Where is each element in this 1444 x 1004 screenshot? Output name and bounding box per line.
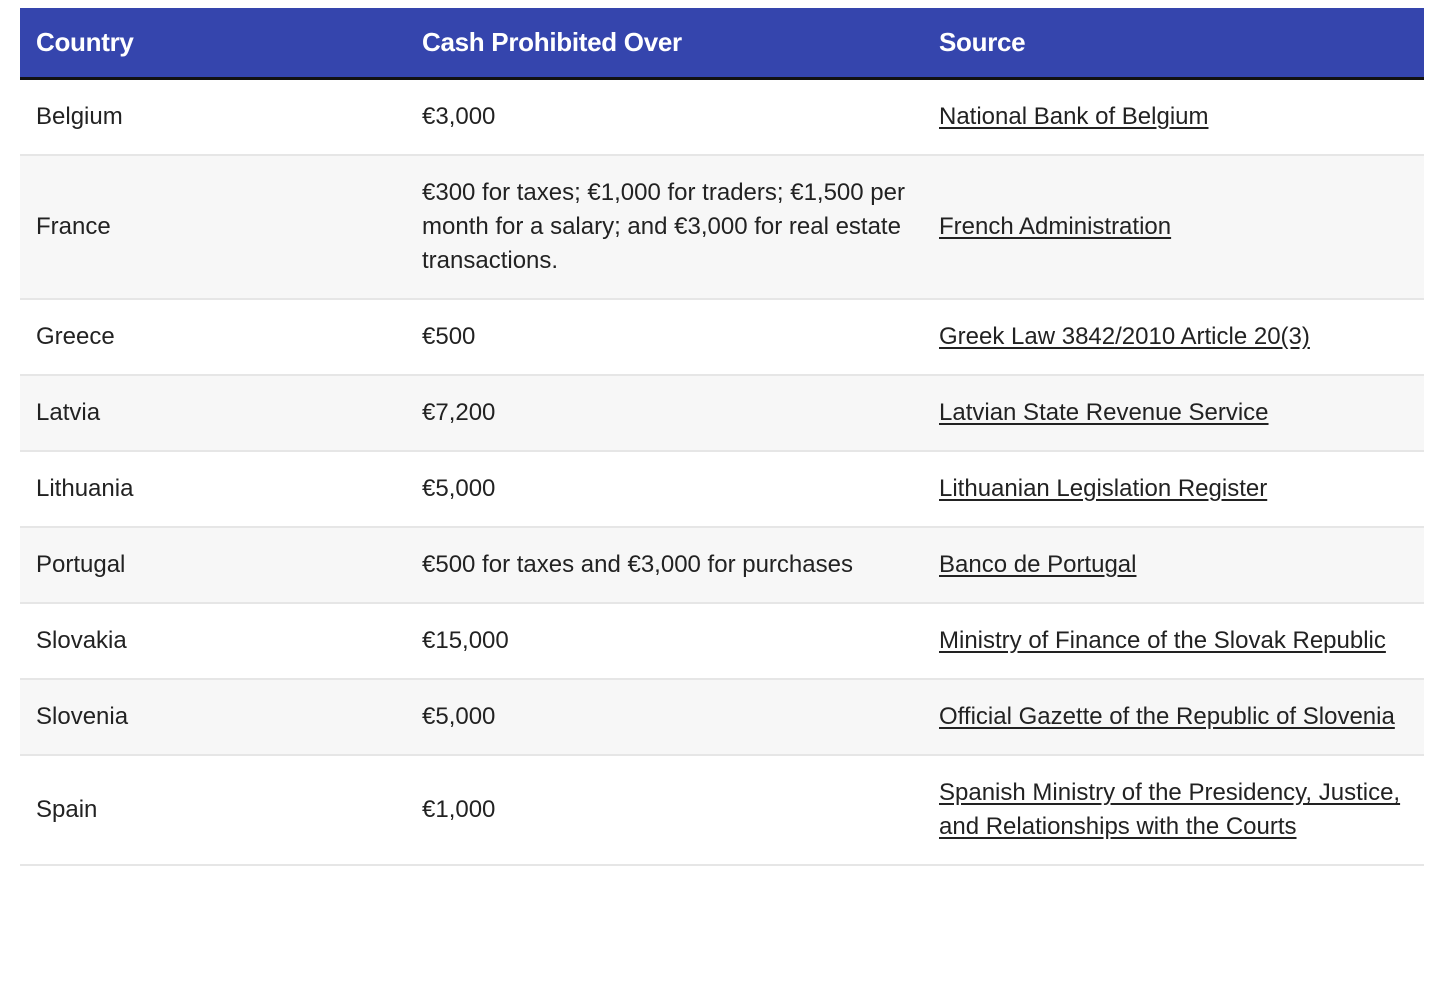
limit-cell: €5,000 bbox=[406, 679, 923, 756]
header-source: Source bbox=[923, 8, 1424, 80]
country-cell: Slovenia bbox=[20, 679, 406, 756]
source-link[interactable]: Lithuanian Legislation Register bbox=[939, 475, 1268, 502]
source-cell: National Bank of Belgium bbox=[923, 78, 1424, 156]
limit-cell: €5,000 bbox=[406, 451, 923, 528]
table-row: Latvia €7,200 Latvian State Revenue Servic… bbox=[20, 375, 1424, 452]
country-cell: Spain bbox=[20, 755, 406, 866]
table-row: Slovenia €5,000 Official Gazette of the Re… bbox=[20, 679, 1424, 756]
country-cell: France bbox=[20, 155, 406, 300]
source-link[interactable]: Greek Law 3842/2010 Article 20(3) bbox=[939, 323, 1310, 350]
cash-limits-table: Country Cash Prohibited Over Source Belg… bbox=[20, 8, 1424, 866]
country-cell: Portugal bbox=[20, 527, 406, 604]
limit-cell: €500 bbox=[406, 299, 923, 376]
source-cell: Spanish Ministry of the Presidency, Just… bbox=[923, 755, 1424, 866]
source-cell: Banco de Portugal bbox=[923, 527, 1424, 604]
table-row: France €300 for taxes; €1,000 for traders… bbox=[20, 155, 1424, 300]
country-cell: Slovakia bbox=[20, 603, 406, 680]
country-cell: Lithuania bbox=[20, 451, 406, 528]
source-cell: Ministry of Finance of the Slovak Republ… bbox=[923, 603, 1424, 680]
country-cell: Belgium bbox=[20, 78, 406, 156]
source-cell: Greek Law 3842/2010 Article 20(3) bbox=[923, 299, 1424, 376]
source-link[interactable]: Official Gazette of the Republic of Slov… bbox=[939, 703, 1395, 730]
limit-cell: €3,000 bbox=[406, 78, 923, 156]
limit-cell: €500 for taxes and €3,000 for purchases bbox=[406, 527, 923, 604]
header-country: Country bbox=[20, 8, 406, 80]
limit-cell: €300 for taxes; €1,000 for traders; €1,5… bbox=[406, 155, 923, 300]
table-row: Lithuania €5,000 Lithuanian Legislation Re… bbox=[20, 451, 1424, 528]
table-row: Portugal €500 for taxes and €3,000 for pu… bbox=[20, 527, 1424, 604]
limit-cell: €1,000 bbox=[406, 755, 923, 866]
limit-cell: €7,200 bbox=[406, 375, 923, 452]
source-link[interactable]: Banco de Portugal bbox=[939, 551, 1137, 578]
source-link[interactable]: Spanish Ministry of the Presidency, Just… bbox=[939, 779, 1401, 840]
source-cell: French Administration bbox=[923, 155, 1424, 300]
header-cash-prohibited-over: Cash Prohibited Over bbox=[406, 8, 923, 80]
source-link[interactable]: French Administration bbox=[939, 213, 1172, 240]
country-cell: Latvia bbox=[20, 375, 406, 452]
country-cell: Greece bbox=[20, 299, 406, 376]
table-row: Greece €500 Greek Law 3842/2010 Article 20… bbox=[20, 299, 1424, 376]
source-link[interactable]: Ministry of Finance of the Slovak Republ… bbox=[939, 627, 1386, 654]
source-link[interactable]: Latvian State Revenue Service bbox=[939, 399, 1269, 426]
table-row: Belgium €3,000 National Bank of Belgium bbox=[20, 78, 1424, 156]
table-row: Slovakia €15,000 Ministry of Finance of th… bbox=[20, 603, 1424, 680]
header-row: Country Cash Prohibited Over Source bbox=[20, 8, 1424, 80]
table-row: Spain €1,000 Spanish Ministry of the Presi… bbox=[20, 755, 1424, 866]
source-cell: Official Gazette of the Republic of Slov… bbox=[923, 679, 1424, 756]
source-cell: Lithuanian Legislation Register bbox=[923, 451, 1424, 528]
limit-cell: €15,000 bbox=[406, 603, 923, 680]
source-link[interactable]: National Bank of Belgium bbox=[939, 103, 1209, 130]
source-cell: Latvian State Revenue Service bbox=[923, 375, 1424, 452]
